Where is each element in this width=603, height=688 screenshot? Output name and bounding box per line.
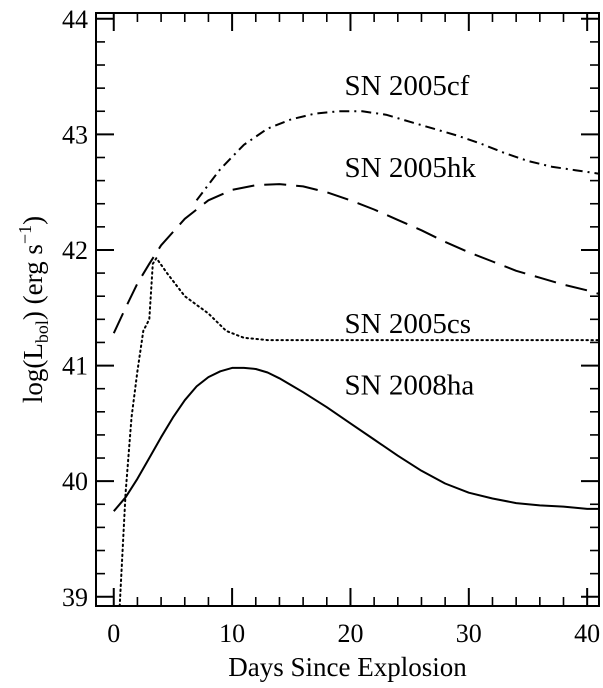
- series-line-sn-2005cs: [118, 257, 599, 606]
- y-axis-label-sub: bol: [32, 320, 52, 343]
- y-tick-label: 41: [62, 352, 88, 381]
- y-tick-label: 42: [62, 236, 88, 265]
- y-tick-label: 40: [62, 467, 88, 496]
- plot-frame: [95, 12, 600, 607]
- series-label-sn-2005hk: SN 2005hk: [345, 152, 477, 184]
- y-axis-label-pre: log(L: [18, 343, 48, 403]
- y-axis-label-sup: −1: [15, 225, 35, 244]
- x-tick-label: 10: [219, 619, 245, 648]
- y-axis-label-mid: ) (erg s: [18, 244, 48, 320]
- x-tick-label: 40: [574, 619, 600, 648]
- series-layer: [112, 110, 599, 606]
- y-tick-label: 44: [62, 5, 88, 34]
- series-label-sn-2005cs: SN 2005cs: [345, 308, 471, 340]
- series-label-sn-2008ha: SN 2008ha: [345, 369, 475, 401]
- y-tick-label: 39: [62, 583, 88, 612]
- y-axis-label-post: ): [18, 216, 48, 225]
- series-line-sn-2005hk: [112, 183, 599, 334]
- series-line-sn-2005cf: [195, 110, 599, 201]
- tick-layer: 0 10 20 30 40 39 40 41 42 43 44: [62, 5, 600, 648]
- x-tick-label: 0: [107, 619, 120, 648]
- series-label-sn-2005cf: SN 2005cf: [345, 70, 470, 102]
- x-axis-label: Days Since Explosion: [228, 652, 467, 682]
- y-tick-label: 43: [62, 120, 88, 149]
- y-axis-label: log(Lbol) (erg s−1): [15, 216, 52, 403]
- annotation-layer: SN 2005cf SN 2005hk SN 2005cs SN 2008ha: [345, 70, 477, 401]
- x-tick-label: 30: [456, 619, 482, 648]
- x-tick-label: 20: [337, 619, 363, 648]
- series-line-sn-2008ha: [113, 366, 599, 512]
